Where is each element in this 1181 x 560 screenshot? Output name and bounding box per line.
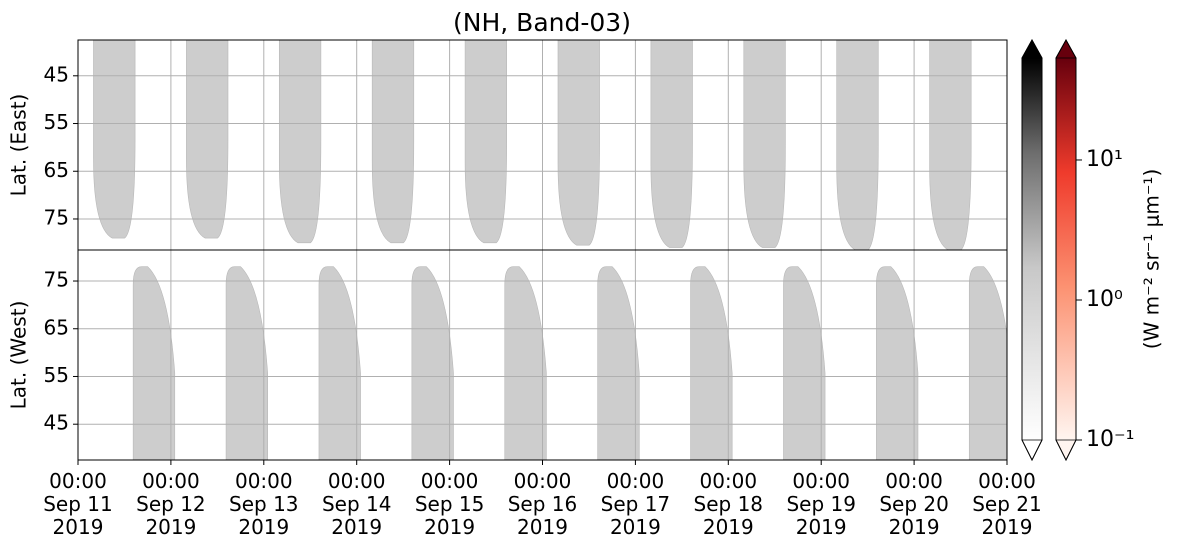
swath — [186, 40, 229, 239]
swath — [504, 266, 547, 460]
colorbar-tick-label: 10¹ — [1086, 147, 1123, 172]
x-tick-label: 00:00 Sep 17 2019 — [601, 469, 671, 539]
y-tick-label: 75 — [44, 205, 69, 229]
colorbar-extend — [1021, 39, 1043, 59]
y-axis-label: Lat. (West) — [7, 301, 31, 410]
swath — [464, 40, 507, 244]
y-tick-label: 75 — [44, 268, 69, 292]
y-tick-label: 45 — [44, 62, 69, 86]
swath — [743, 40, 786, 248]
x-tick-label: 00:00 Sep 16 2019 — [508, 469, 578, 539]
swath — [597, 266, 640, 460]
chart-title: (NH, Band-03) — [453, 8, 631, 37]
swath — [557, 40, 600, 246]
swath — [278, 40, 322, 244]
swath — [132, 266, 176, 460]
swath — [783, 266, 826, 460]
x-tick-label: 00:00 Sep 19 2019 — [786, 469, 856, 539]
y-axis-label: Lat. (East) — [7, 94, 31, 197]
x-tick-label: 00:00 Sep 12 2019 — [136, 469, 206, 539]
y-tick-label: 55 — [44, 110, 69, 134]
y-tick-label: 45 — [44, 411, 69, 435]
swath — [411, 266, 454, 460]
swath — [225, 266, 268, 460]
y-tick-label: 65 — [44, 158, 69, 182]
swath — [371, 40, 415, 244]
swath — [318, 266, 361, 460]
colorbar-label: (W m⁻² sr⁻¹ μm⁻¹) — [1140, 169, 1164, 350]
swath — [876, 266, 919, 460]
colorbar — [1056, 58, 1076, 440]
swath — [650, 40, 693, 248]
y-tick-label: 55 — [44, 363, 69, 387]
colorbar — [1022, 58, 1042, 440]
colorbar-tick-label: 10⁰ — [1086, 287, 1123, 312]
swath — [93, 40, 136, 239]
x-tick-label: 00:00 Sep 15 2019 — [415, 469, 485, 539]
colorbar-extend — [1021, 439, 1043, 461]
swath — [968, 266, 1007, 460]
x-tick-label: 00:00 Sep 20 2019 — [879, 469, 949, 539]
colorbar-tick-label: 10⁻¹ — [1086, 427, 1134, 452]
swath — [690, 266, 733, 460]
x-tick-label: 00:00 Sep 18 2019 — [694, 469, 764, 539]
x-tick-label: 00:00 Sep 11 2019 — [43, 469, 113, 539]
x-tick-label: 00:00 Sep 21 2019 — [972, 469, 1042, 539]
x-tick-label: 00:00 Sep 14 2019 — [322, 469, 392, 539]
y-tick-label: 65 — [44, 315, 69, 339]
panel — [132, 266, 1007, 460]
colorbar-extend — [1055, 439, 1077, 461]
colorbar-extend — [1055, 39, 1077, 59]
x-tick-label: 00:00 Sep 13 2019 — [229, 469, 299, 539]
panel — [93, 40, 972, 250]
colorbar-frame — [1021, 38, 1043, 462]
